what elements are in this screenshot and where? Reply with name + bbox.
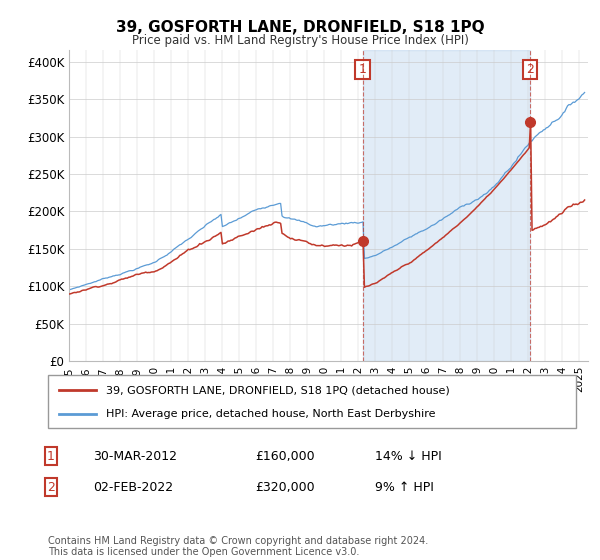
Bar [362,50,530,361]
Text: £160,000: £160,000 [255,450,314,463]
Text: 14% ↓ HPI: 14% ↓ HPI [375,450,442,463]
Text: HPI: Average price, detached house, North East Derbyshire: HPI: Average price, detached house, Nort… [106,408,436,418]
Text: Contains HM Land Registry data © Crown copyright and database right 2024.
This d: Contains HM Land Registry data © Crown c… [48,535,428,557]
Text: 2: 2 [47,480,55,494]
Text: 02-FEB-2022: 02-FEB-2022 [93,480,173,494]
Text: 9% ↑ HPI: 9% ↑ HPI [375,480,434,494]
Text: Price paid vs. HM Land Registry's House Price Index (HPI): Price paid vs. HM Land Registry's House … [131,34,469,46]
Text: 39, GOSFORTH LANE, DRONFIELD, S18 1PQ: 39, GOSFORTH LANE, DRONFIELD, S18 1PQ [116,20,484,35]
Text: 30-MAR-2012: 30-MAR-2012 [93,450,177,463]
FancyBboxPatch shape [48,375,576,428]
Text: £320,000: £320,000 [255,480,314,494]
Text: 39, GOSFORTH LANE, DRONFIELD, S18 1PQ (detached house): 39, GOSFORTH LANE, DRONFIELD, S18 1PQ (d… [106,385,450,395]
Text: 1: 1 [47,450,55,463]
Text: 1: 1 [359,63,367,76]
Text: 2: 2 [526,63,534,76]
